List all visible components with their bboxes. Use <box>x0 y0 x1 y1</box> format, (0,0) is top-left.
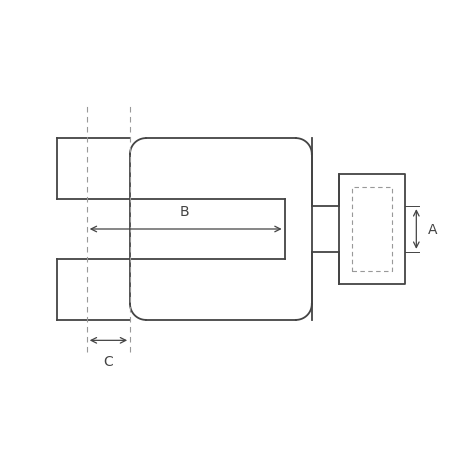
Text: B: B <box>179 204 189 218</box>
Text: C: C <box>103 354 113 368</box>
Text: A: A <box>427 223 436 236</box>
